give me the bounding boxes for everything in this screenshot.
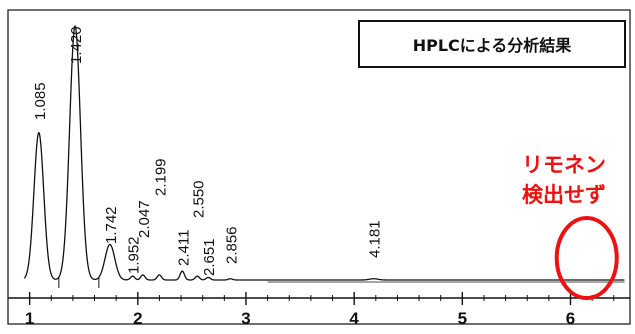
x-tick-label: 1 [25,309,34,328]
peak-label: 2.856 [223,226,240,264]
peak-label: 1.742 [103,206,120,244]
x-tick-label: 5 [458,309,467,328]
peak-label: 1.420 [68,26,85,64]
chromatogram-trace [23,25,625,281]
annotation-line-1: リモネン [522,153,606,177]
peak-label: 2.199 [152,158,169,196]
x-tick-label: 4 [349,309,359,328]
x-tick-label: 6 [566,309,575,328]
x-tick-label: 3 [241,309,250,328]
annotation-line-2: 検出せず [522,183,606,207]
peak-label: 4.181 [367,220,384,258]
highlight-circle [554,216,619,300]
chart-title: HPLCによる分析結果 [358,20,626,68]
peak-drop-lines [58,277,625,288]
peak-label: 2.411 [175,230,192,266]
plot-frame [7,9,631,325]
peak-label: 2.550 [190,180,207,218]
peak-label: 1.952 [126,236,143,274]
peak-label: 1.085 [32,82,49,120]
x-axis-ticks: 1 2 3 4 5 6 [7,292,615,328]
x-tick-label: 2 [133,309,142,328]
limonene-annotation: リモネン 検出せず [500,150,628,210]
peak-label: 2.651 [201,238,218,276]
peak-label: 2.047 [136,200,153,238]
